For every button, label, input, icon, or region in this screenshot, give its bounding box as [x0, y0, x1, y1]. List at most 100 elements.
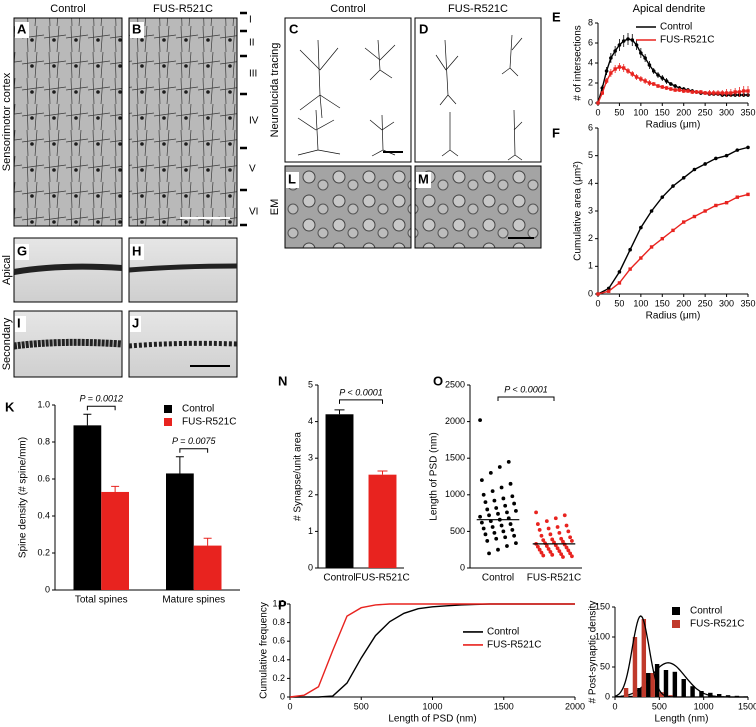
- point: [487, 551, 491, 556]
- x-tick-label: FUS-R521C: [527, 573, 581, 584]
- y-tick-label: 2: [588, 233, 593, 243]
- point: [634, 75, 639, 79]
- point: [660, 85, 664, 89]
- point: [639, 225, 643, 230]
- tracings: [297, 34, 523, 161]
- point: [600, 91, 604, 95]
- point: [559, 552, 564, 556]
- x-tick-label: 250: [698, 107, 713, 117]
- bar: [368, 474, 397, 568]
- point: [548, 532, 553, 537]
- y-tick-label: 2000: [445, 416, 465, 426]
- point: [561, 555, 565, 559]
- y-axis-label: Spine density (# spine/mm): [18, 437, 29, 558]
- point: [694, 90, 699, 94]
- point: [673, 84, 677, 88]
- y-tick-label: 1000: [445, 489, 465, 499]
- panel-letter: I: [17, 315, 21, 330]
- significance-bracket: [497, 396, 555, 401]
- bar: [325, 414, 354, 568]
- x-tick-label: 300: [719, 107, 734, 117]
- point: [626, 69, 630, 73]
- point: [568, 535, 573, 540]
- y-tick-label: 5: [588, 150, 593, 160]
- point: [649, 245, 654, 249]
- point: [716, 91, 720, 95]
- point: [544, 519, 549, 524]
- y-tick-label: 100: [595, 631, 610, 641]
- point: [505, 510, 509, 515]
- point: [478, 514, 482, 519]
- panel-letter: L: [288, 171, 296, 186]
- dendrite: [128, 340, 238, 349]
- legend-label: Control: [690, 606, 722, 617]
- point: [606, 286, 611, 291]
- error-bar: [175, 456, 184, 474]
- x-tick-label: 350: [740, 298, 755, 308]
- panel-letter: F: [552, 125, 560, 140]
- point: [494, 536, 499, 541]
- point: [596, 292, 600, 296]
- y-tick-label: 0.4: [37, 510, 50, 520]
- point: [714, 156, 718, 161]
- point: [481, 492, 486, 497]
- significance-bracket: [339, 399, 383, 404]
- point: [496, 511, 500, 516]
- point: [617, 43, 622, 47]
- panel-letter: M: [418, 171, 429, 186]
- y-tick-label: 1.0: [37, 399, 50, 409]
- point: [570, 539, 574, 543]
- point: [649, 209, 654, 213]
- point: [703, 162, 707, 166]
- x-tick-label: 0: [595, 107, 600, 117]
- point: [479, 520, 484, 525]
- point: [512, 533, 517, 538]
- panel-letter: G: [17, 243, 27, 258]
- bar: [166, 473, 194, 590]
- point: [634, 43, 639, 47]
- x-axis-label: Length (nm): [655, 714, 709, 725]
- bar: [663, 670, 669, 697]
- layer-label: II: [249, 38, 255, 49]
- point: [746, 145, 750, 150]
- point: [622, 66, 626, 70]
- image-c: [284, 17, 412, 163]
- y-tick-label: 0: [588, 288, 593, 298]
- point: [660, 76, 665, 80]
- point: [539, 550, 544, 555]
- x-tick-label: 1500: [738, 701, 756, 711]
- annotation: P < 0.0001: [504, 384, 547, 394]
- y-tick-label: 0: [460, 562, 465, 572]
- x-tick-label: 0: [287, 701, 292, 711]
- y-tick-label: 0.8: [37, 436, 50, 446]
- point: [535, 522, 540, 526]
- y-tick-label: 0.6: [272, 636, 285, 646]
- y-tick-label: 0: [45, 584, 50, 594]
- y-tick-label: 6: [588, 37, 593, 47]
- point: [671, 184, 675, 188]
- layer-label: I: [249, 15, 252, 26]
- point: [617, 270, 622, 274]
- y-tick-label: 0: [588, 97, 593, 107]
- x-tick-label: 2000: [565, 701, 585, 711]
- x-tick-label: 350: [740, 107, 755, 117]
- error-bar: [377, 470, 388, 475]
- y-tick-label: 0: [280, 691, 285, 701]
- point: [699, 90, 703, 94]
- point: [550, 537, 555, 542]
- panel-letter: P: [278, 597, 287, 612]
- point: [746, 192, 750, 197]
- x-tick-label: Total spines: [75, 595, 128, 606]
- x-tick-label: 250: [698, 298, 713, 308]
- point: [508, 481, 513, 486]
- point: [481, 526, 486, 531]
- y-axis-label: Cumulative area (μm²): [573, 161, 584, 261]
- y-tick-label: 4: [588, 178, 593, 188]
- x-tick-label: 100: [633, 107, 648, 117]
- point: [559, 536, 564, 541]
- point: [562, 513, 567, 518]
- legend-label: Control: [182, 404, 214, 415]
- point: [643, 79, 647, 83]
- bar: [637, 688, 642, 697]
